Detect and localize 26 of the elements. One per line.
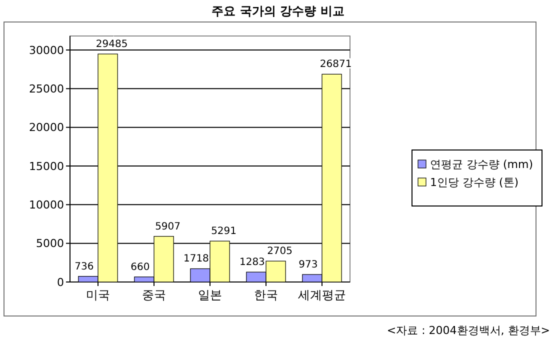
y-tick-label: 30000 <box>29 44 64 57</box>
legend-label: 연평균 강수량 (mm) <box>430 158 534 171</box>
x-tick-label: 세계평균 <box>298 288 346 302</box>
y-tick-label: 15000 <box>29 160 64 173</box>
y-tick-label: 20000 <box>29 121 64 134</box>
chart-title: 주요 국가의 강수량 비교 <box>212 4 344 18</box>
data-label: 736 <box>74 261 94 272</box>
x-tick-label: 일본 <box>198 288 222 302</box>
y-tick-label: 25000 <box>29 82 64 96</box>
legend-label: 1인당 강수량 (톤) <box>430 176 519 189</box>
text: <자료 : 2004환경백서, 환경부> <box>386 324 550 337</box>
data-label: 1283 <box>239 257 265 268</box>
data-label: 29485 <box>96 38 128 50</box>
x-tick-label: 미국 <box>86 288 110 302</box>
data-label: 5907 <box>155 221 181 232</box>
data-label: 5291 <box>211 226 237 238</box>
y-tick-label: 5000 <box>36 237 64 250</box>
data-label: 2705 <box>267 246 293 258</box>
data-label: 1718 <box>183 254 209 265</box>
x-tick-label: 중국 <box>142 288 166 302</box>
y-tick-label: 10000 <box>29 198 64 212</box>
data-label: 973 <box>298 259 318 270</box>
y-tick-label: 0 <box>57 276 64 289</box>
x-tick-label: 한국 <box>254 288 278 302</box>
data-label: 660 <box>130 262 150 273</box>
data-label: 26871 <box>320 59 352 70</box>
